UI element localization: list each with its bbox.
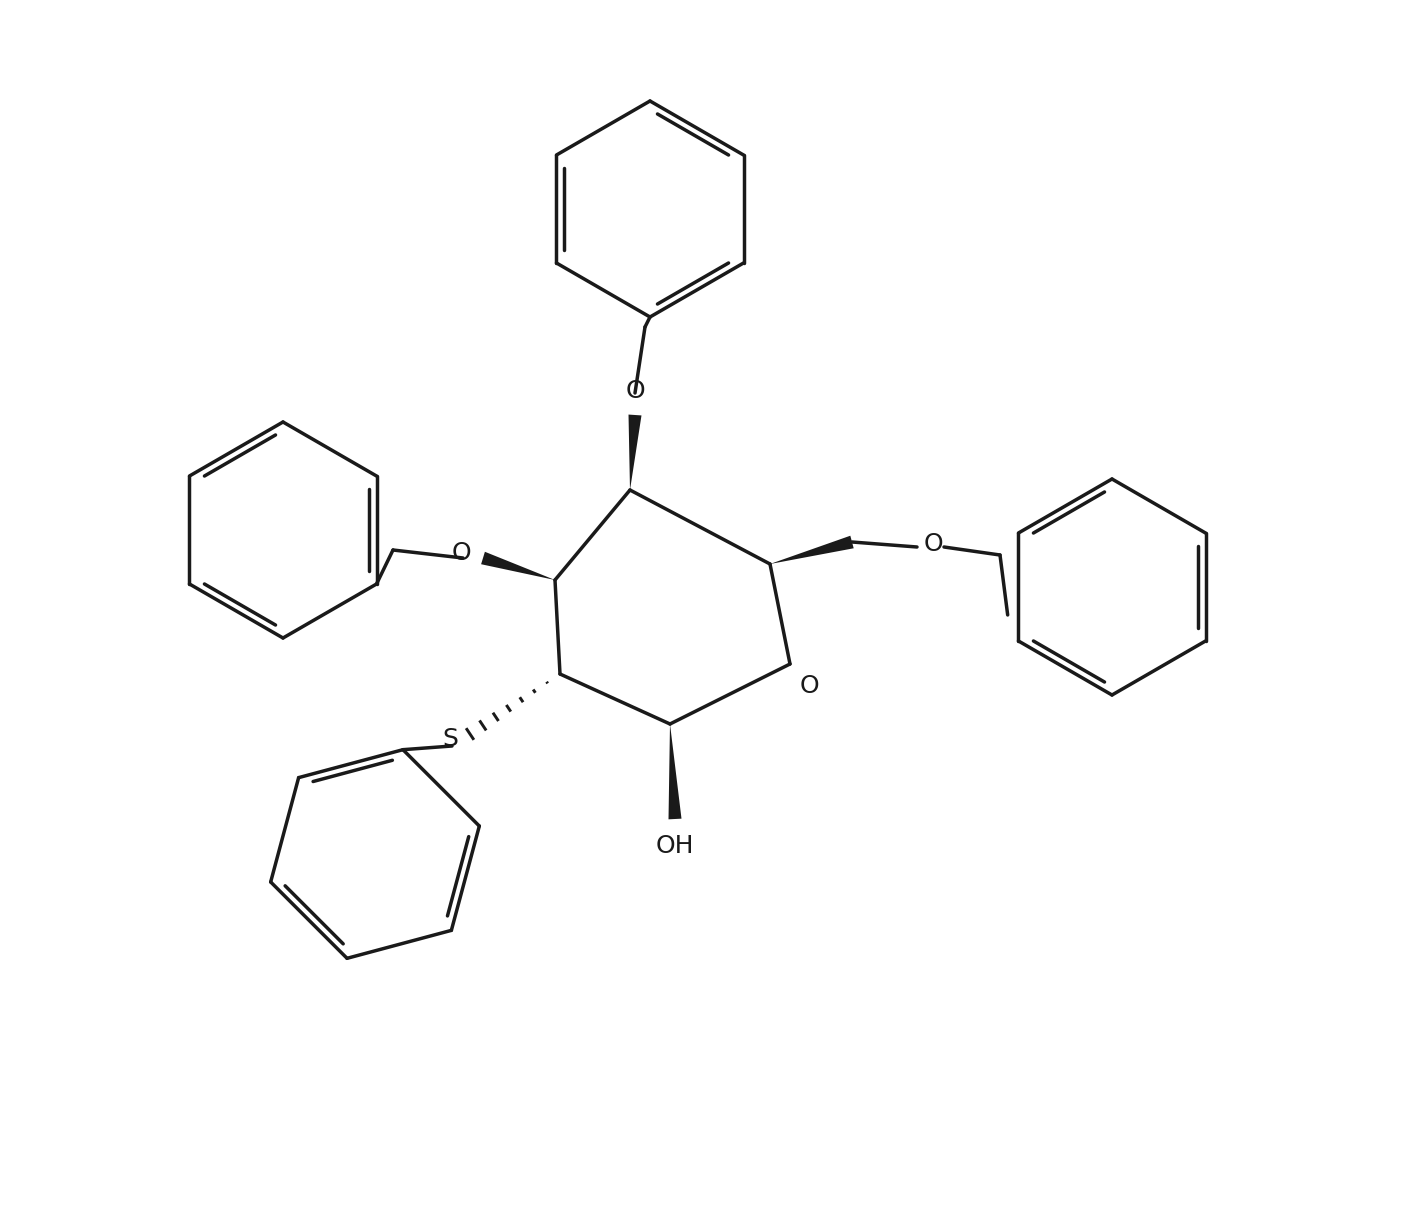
Polygon shape xyxy=(668,724,681,820)
Text: OH: OH xyxy=(655,834,694,858)
Text: O: O xyxy=(800,673,820,698)
Polygon shape xyxy=(770,536,854,565)
Text: O: O xyxy=(451,540,471,565)
Text: S: S xyxy=(443,727,458,751)
Text: O: O xyxy=(625,378,645,403)
Text: O: O xyxy=(924,532,944,556)
Polygon shape xyxy=(481,551,555,580)
Polygon shape xyxy=(628,415,641,490)
